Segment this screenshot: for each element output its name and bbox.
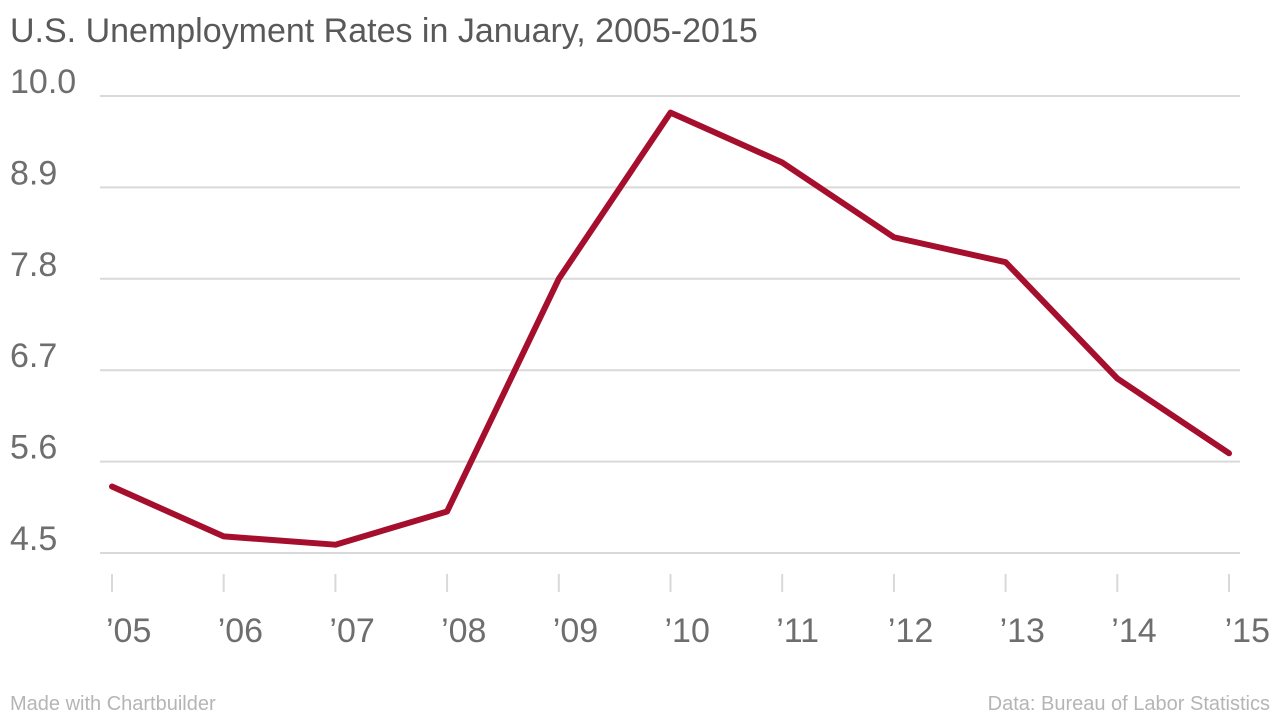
x-tick-label: ’15 xyxy=(1225,612,1270,650)
x-tick-label: ’08 xyxy=(441,612,486,650)
y-tick-label: 10.0 xyxy=(10,63,76,101)
y-tick-label: 4.5 xyxy=(10,520,57,558)
data-source: Data: Bureau of Labor Statistics xyxy=(987,693,1270,715)
y-tick-label: 6.7 xyxy=(10,337,57,375)
x-tick-label: ’11 xyxy=(776,612,819,650)
y-tick-label: 5.6 xyxy=(10,429,57,467)
gridlines xyxy=(100,95,1240,554)
y-tick-label: 7.8 xyxy=(10,246,57,284)
y-tick-label: 8.9 xyxy=(10,154,57,192)
x-tick-label: ’14 xyxy=(1111,612,1156,650)
x-axis-ticks: ’05 ’06 ’07 ’08 ’09 ’10 ’11 ’12 ’13 ’14 ’15 xyxy=(106,574,1270,650)
series-lines xyxy=(109,109,1232,548)
x-tick-label: ’12 xyxy=(888,612,933,650)
chart-title: U.S. Unemployment Rates in January, 2005… xyxy=(10,12,758,50)
x-tick-label: ’09 xyxy=(553,612,598,650)
x-tick-label: ’13 xyxy=(1000,612,1045,650)
x-tick-label: ’07 xyxy=(329,612,374,650)
series-line xyxy=(109,109,1232,548)
x-tick-label: ’06 xyxy=(218,612,263,650)
y-axis-ticks: 4.5 5.6 6.7 7.8 8.9 10.0 xyxy=(10,63,76,558)
x-tick-label: ’10 xyxy=(665,612,710,650)
chart-credit: Made with Chartbuilder xyxy=(10,693,216,715)
x-tick-label: ’05 xyxy=(106,612,151,650)
